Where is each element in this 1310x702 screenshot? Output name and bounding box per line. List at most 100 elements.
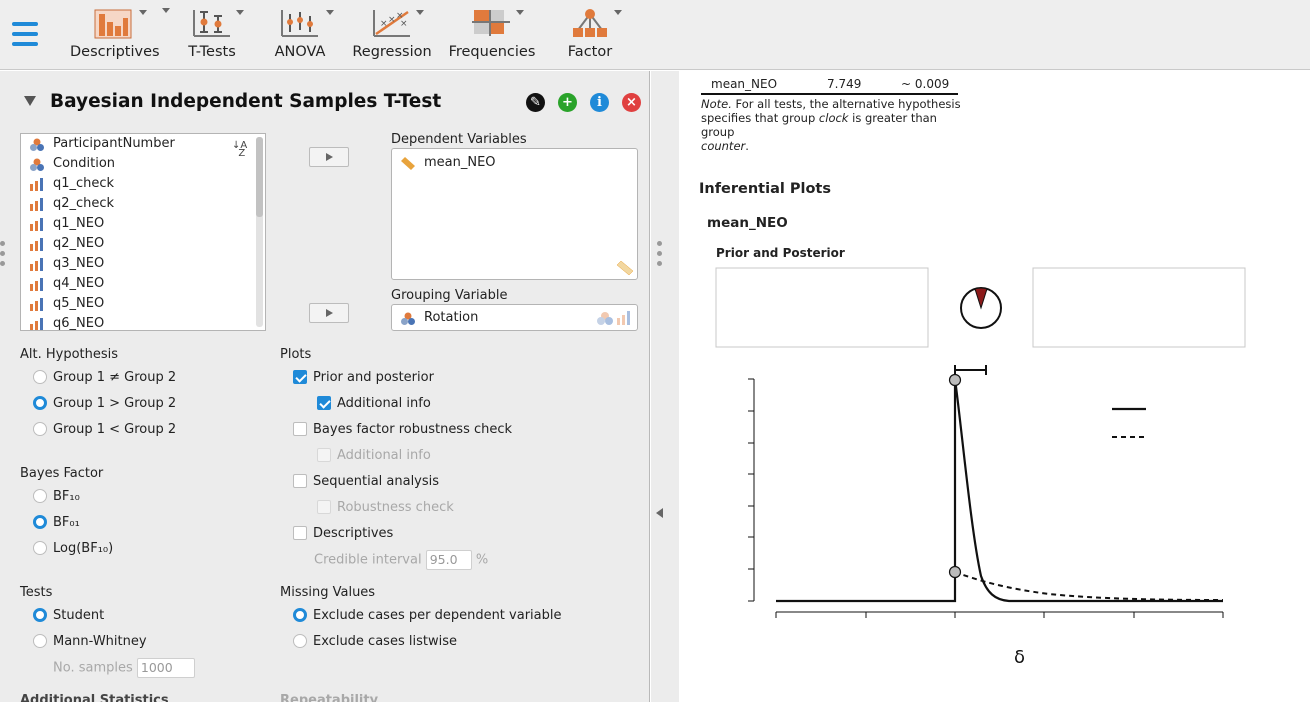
checkbox-checked-icon[interactable] xyxy=(317,395,331,410)
additional-info-checkbox[interactable]: Additional info xyxy=(317,395,431,413)
assign-dependent-button[interactable] xyxy=(309,147,349,167)
bf10-option[interactable]: BF₁₀ xyxy=(33,488,80,506)
list-item[interactable]: q3_NEO xyxy=(21,254,265,274)
assign-grouping-button[interactable] xyxy=(309,303,349,323)
available-variables-list[interactable]: ↓A Z ParticipantNumber Condition q1_chec… xyxy=(20,133,266,331)
info-icon[interactable]: i xyxy=(590,93,609,112)
chevron-down-icon xyxy=(139,10,147,15)
list-scrollbar-thumb[interactable] xyxy=(256,137,263,217)
radio-selected-icon[interactable] xyxy=(33,514,47,529)
checkbox-disabled-icon[interactable] xyxy=(317,447,331,462)
robustness-additional-info-checkbox[interactable]: Additional info xyxy=(317,447,431,465)
radio-icon[interactable] xyxy=(33,369,47,384)
list-item[interactable]: q2_check xyxy=(21,194,265,214)
variable-label: q4_NEO xyxy=(53,276,105,291)
log-bf10-option[interactable]: Log(BF₁₀) xyxy=(33,540,113,558)
dependent-variables-label: Dependent Variables xyxy=(391,132,527,147)
checkbox-icon[interactable] xyxy=(293,421,307,436)
grouping-variable-box[interactable]: Rotation xyxy=(391,304,638,331)
additional-statistics-header[interactable]: Additional Statistics xyxy=(20,693,169,702)
option-label: Exclude cases listwise xyxy=(313,634,457,649)
duplicate-analysis-icon[interactable]: + xyxy=(558,93,577,112)
radio-icon[interactable] xyxy=(33,421,47,436)
list-item[interactable]: q5_NEO xyxy=(21,294,265,314)
exclude-listwise-option[interactable]: Exclude cases listwise xyxy=(293,633,457,651)
bf01-option[interactable]: BF₀₁ xyxy=(33,514,80,532)
chevron-down-icon xyxy=(516,10,524,15)
drag-handle-dot[interactable] xyxy=(0,251,5,256)
collapse-left-icon[interactable] xyxy=(656,508,663,518)
radio-selected-icon[interactable] xyxy=(293,607,307,622)
hypothesis-option-two-sided[interactable]: Group 1 ≠ Group 2 xyxy=(33,369,176,387)
option-label: Prior and posterior xyxy=(313,370,434,385)
list-item[interactable]: q2_NEO xyxy=(21,234,265,254)
variable-label: q1_check xyxy=(53,176,115,191)
mann-whitney-option[interactable]: Mann-Whitney xyxy=(33,633,147,651)
checkbox-icon[interactable] xyxy=(293,473,307,488)
table-cell-bf: 7.749 xyxy=(827,77,862,91)
option-label: Log(BF₁₀) xyxy=(53,541,114,556)
student-option[interactable]: Student xyxy=(33,607,104,625)
radio-icon[interactable] xyxy=(33,633,47,648)
checkbox-disabled-icon[interactable] xyxy=(317,499,331,514)
radio-icon[interactable] xyxy=(33,488,47,503)
list-scrollbar[interactable] xyxy=(256,137,263,327)
x-axis-symbol: δ xyxy=(1014,647,1025,668)
sort-az-icon[interactable]: ↓A Z xyxy=(232,140,248,159)
bayes-factor-label: Bayes Factor xyxy=(20,466,104,481)
edit-title-icon[interactable]: ✎ xyxy=(526,93,545,112)
drag-handle-dot[interactable] xyxy=(657,251,662,256)
main-menu-icon[interactable] xyxy=(12,22,38,48)
variable-label: ParticipantNumber xyxy=(53,136,175,151)
list-item[interactable]: ParticipantNumber xyxy=(21,134,265,154)
analysis-options-panel: Bayesian Independent Samples T-Test ✎ + … xyxy=(0,71,650,702)
checkbox-icon[interactable] xyxy=(293,525,307,540)
drag-handle-dot[interactable] xyxy=(0,241,5,246)
factor-menu[interactable]: Factor xyxy=(560,6,620,60)
robustness-check-checkbox[interactable]: Robustness check xyxy=(317,499,454,517)
list-item[interactable]: Condition xyxy=(21,154,265,174)
collapse-triangle-icon[interactable] xyxy=(24,96,36,106)
note-text: . xyxy=(745,139,749,153)
dependent-variables-box[interactable]: mean_NEO xyxy=(391,148,638,280)
radio-selected-icon[interactable] xyxy=(33,607,47,622)
exclude-per-variable-option[interactable]: Exclude cases per dependent variable xyxy=(293,607,561,625)
t-tests-menu[interactable]: T-Tests xyxy=(180,6,244,60)
radio-icon[interactable] xyxy=(293,633,307,648)
list-item[interactable]: q1_NEO xyxy=(21,214,265,234)
note-text: For all tests, the alternative hypothesi… xyxy=(731,97,961,111)
radio-icon[interactable] xyxy=(33,540,47,555)
radio-selected-icon[interactable] xyxy=(33,395,47,410)
regression-icon: × × × × xyxy=(370,6,414,40)
ordinal-variable-icon xyxy=(30,198,43,211)
frequencies-label: Frequencies xyxy=(448,44,536,60)
drag-handle-dot[interactable] xyxy=(657,261,662,266)
hypothesis-option-greater[interactable]: Group 1 > Group 2 xyxy=(33,395,176,413)
checkbox-checked-icon[interactable] xyxy=(293,369,307,384)
credible-interval-input[interactable]: 95.0 xyxy=(425,550,472,570)
list-item[interactable]: q6_NEO xyxy=(21,314,265,331)
regression-label: Regression xyxy=(352,44,432,60)
list-item[interactable]: q4_NEO xyxy=(21,274,265,294)
repeatability-header[interactable]: Repeatability xyxy=(280,693,379,702)
ribbon-toolbar: Descriptives T-Tests ANOVA × × × × Regressi… xyxy=(0,0,1310,70)
variable-label: q6_NEO xyxy=(53,316,105,331)
descriptives-menu[interactable]: Descriptives xyxy=(70,6,170,60)
sequential-analysis-checkbox[interactable]: Sequential analysis xyxy=(293,473,439,491)
robustness-checkbox[interactable]: Bayes factor robustness check xyxy=(293,421,512,439)
list-item[interactable]: q1_check xyxy=(21,174,265,194)
hypothesis-option-less[interactable]: Group 1 < Group 2 xyxy=(33,421,176,439)
frequencies-menu[interactable]: Frequencies xyxy=(447,6,537,60)
prior-posterior-checkbox[interactable]: Prior and posterior xyxy=(293,369,434,387)
drag-handle-dot[interactable] xyxy=(657,241,662,246)
list-item[interactable]: Rotation xyxy=(392,308,637,328)
list-item[interactable]: mean_NEO xyxy=(392,153,637,173)
anova-menu[interactable]: ANOVA xyxy=(270,6,330,60)
panel-splitter[interactable] xyxy=(651,71,679,702)
regression-menu[interactable]: × × × × Regression xyxy=(350,6,434,60)
descriptives-checkbox[interactable]: Descriptives xyxy=(293,525,393,543)
close-analysis-icon[interactable]: × xyxy=(622,93,641,112)
option-label: BF₁₀ xyxy=(53,489,80,504)
no-samples-input[interactable]: 1000 xyxy=(136,658,195,678)
drag-handle-dot[interactable] xyxy=(0,261,5,266)
